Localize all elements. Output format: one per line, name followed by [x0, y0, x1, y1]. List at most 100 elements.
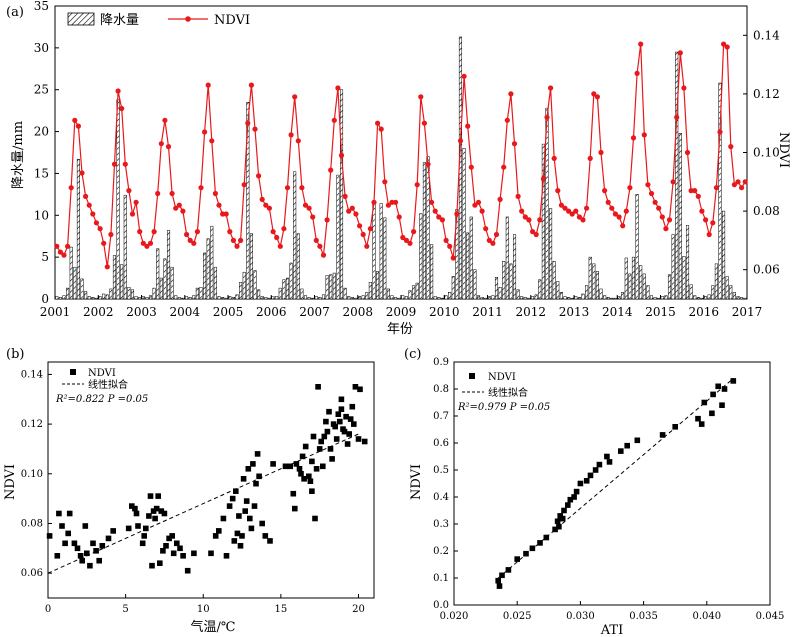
ndvi-point [230, 237, 236, 243]
precip-bar [127, 287, 131, 300]
c-point [567, 496, 574, 503]
b-point [174, 540, 180, 547]
ndvi-point [684, 149, 691, 156]
precip-bar [422, 162, 426, 300]
precip-bar [585, 285, 589, 300]
ndvi-point [378, 126, 384, 132]
precip-bar [188, 297, 192, 300]
precip-bar [253, 270, 257, 300]
precip-bar [55, 296, 59, 300]
precip-bar [249, 233, 253, 300]
precip-bar [282, 279, 286, 300]
c-point [537, 540, 543, 546]
precip-bar [523, 297, 527, 300]
panel-a-ylabel-right: NDVI [776, 132, 791, 168]
precip-bar [729, 285, 733, 300]
ndvi-point [212, 190, 218, 197]
b-point [270, 461, 276, 467]
ndvi-point [382, 179, 388, 185]
ndvi-point [248, 82, 254, 88]
ndvi-point [97, 226, 103, 232]
ndvi-point [688, 188, 694, 194]
precip-bar [102, 293, 106, 300]
precip-bar [556, 281, 560, 300]
precip-bar [527, 297, 531, 300]
ndvi-point [407, 240, 413, 246]
ndvi-point [202, 129, 208, 135]
ndvi-point [194, 229, 200, 235]
ndvi-point [530, 229, 536, 235]
ndvi-point [277, 243, 283, 249]
precip-bar [145, 297, 149, 300]
ndvi-point [169, 190, 175, 197]
precip-bar [62, 295, 66, 300]
ndvi-point [609, 205, 615, 211]
b-point [309, 458, 315, 465]
ndvi-point [648, 190, 655, 197]
b-point [59, 523, 65, 529]
precip-bar [235, 294, 239, 300]
precip-bar [606, 297, 610, 300]
ndvi-point [389, 199, 395, 205]
ndvi-point [666, 217, 673, 223]
precip-bar [257, 289, 261, 300]
b-point [110, 528, 116, 534]
b-point [344, 441, 351, 447]
precip-bar [242, 271, 246, 300]
precip-bar [505, 216, 509, 300]
precip-bar [116, 99, 120, 300]
ndvi-point [551, 155, 557, 161]
precip-bar [156, 248, 160, 300]
panel-c-frame [453, 361, 771, 606]
precip-bar [541, 143, 545, 300]
b-point [307, 478, 314, 484]
b-point [309, 488, 315, 494]
b-point [262, 533, 269, 539]
ndvi-point [548, 85, 554, 91]
c-point [571, 494, 577, 500]
ndvi-point [486, 237, 492, 243]
ndvi-point [241, 182, 247, 188]
ndvi-point [310, 214, 316, 220]
b-point [65, 530, 71, 537]
panel-c: (c) 0.020 0.025 0.030 0.035 0.040 0.045 0.0 0.1… [404, 347, 784, 637]
ndvi-point [584, 205, 590, 211]
b-point [310, 433, 317, 440]
ndvi-point [681, 85, 687, 91]
precip-bar [98, 296, 102, 300]
ndvi-point [508, 91, 514, 97]
a-ytick-left-label: 5 [41, 250, 49, 264]
precip-bar [303, 295, 308, 300]
precip-bar [195, 287, 199, 300]
ndvi-point [360, 231, 366, 238]
b-point [240, 476, 247, 482]
b-point [254, 451, 261, 457]
ndvi-point [349, 205, 355, 211]
precip-bar [221, 297, 225, 300]
precip-bar [473, 269, 477, 300]
precip-bar [570, 297, 574, 300]
precip-bar [574, 296, 578, 300]
precip-bar [430, 244, 434, 300]
precip-bar [112, 255, 117, 300]
panel-c-label: (c) [404, 347, 421, 362]
b-point [327, 446, 334, 452]
ndvi-point [357, 223, 363, 229]
precip-bar [559, 292, 563, 300]
b-point [321, 433, 328, 440]
ndvi-point [234, 243, 240, 249]
ndvi-point [256, 173, 262, 179]
ndvi-point [569, 211, 575, 217]
precip-bar [426, 156, 430, 300]
c-ytick-label: 0.7 [433, 411, 449, 422]
a-xtick-label: 2009 [386, 305, 417, 319]
c-ytick-label: 0.6 [433, 438, 449, 449]
precip-bar [159, 277, 163, 300]
panel-a-xlabel: 年份 [387, 322, 413, 337]
b-point [155, 493, 161, 499]
ndvi-point [313, 237, 319, 243]
precip-bar [264, 297, 268, 300]
a-xtick-label: 2016 [688, 305, 719, 319]
precip-bar [80, 278, 84, 300]
b-point [146, 513, 152, 519]
